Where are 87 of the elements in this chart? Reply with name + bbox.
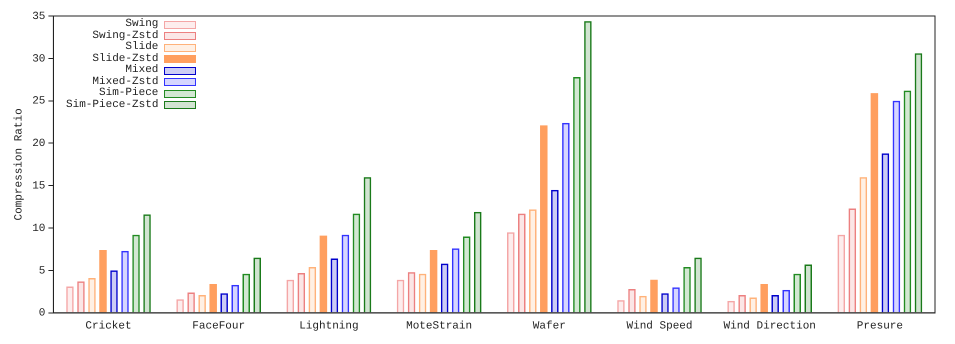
legend-label: Sim-Piece xyxy=(99,87,158,99)
bar xyxy=(121,250,129,312)
x-tick-label: Presure xyxy=(856,320,904,332)
legend-label: Swing xyxy=(125,18,158,30)
bar xyxy=(132,234,140,312)
bar xyxy=(760,284,768,312)
legend-label: Slide-Zstd xyxy=(92,52,158,64)
bar xyxy=(804,264,812,312)
bar xyxy=(860,177,868,312)
bar xyxy=(551,190,559,312)
bar xyxy=(220,293,228,312)
bar xyxy=(110,270,118,312)
bar xyxy=(628,289,636,312)
bar xyxy=(77,281,85,312)
x-tick-label: Wafer xyxy=(532,320,566,332)
bar xyxy=(352,214,360,312)
bar xyxy=(396,280,404,312)
bar xyxy=(914,53,922,312)
bar xyxy=(573,77,581,312)
bar xyxy=(506,232,514,312)
bar xyxy=(650,280,658,312)
bar xyxy=(99,250,107,312)
bar xyxy=(584,21,592,312)
bar xyxy=(738,294,746,312)
bar xyxy=(639,296,647,312)
bar xyxy=(904,90,912,312)
y-tick-label: 30 xyxy=(32,53,46,66)
x-tick-label: Wind Direction xyxy=(723,320,816,332)
bar xyxy=(838,234,846,312)
bar xyxy=(286,280,294,312)
bar xyxy=(187,292,195,312)
legend-label: Swing-Zstd xyxy=(92,30,158,42)
y-tick-label: 35 xyxy=(32,10,46,23)
x-tick-label: Wind Speed xyxy=(626,320,693,332)
x-tick-label: MoteStrain xyxy=(406,320,472,332)
bar xyxy=(672,287,680,312)
legend-label: Sim-Piece-Zstd xyxy=(66,98,158,111)
bar xyxy=(794,274,801,312)
bar xyxy=(694,258,702,312)
bar xyxy=(176,299,184,312)
bar xyxy=(462,236,470,312)
bar xyxy=(330,258,338,312)
y-tick-label: 15 xyxy=(32,180,46,193)
y-tick-label: 20 xyxy=(32,138,46,150)
bar xyxy=(661,293,669,312)
bar xyxy=(882,153,890,312)
bar xyxy=(320,236,328,312)
bar xyxy=(242,274,250,312)
y-tick-label: 25 xyxy=(32,96,46,108)
bar xyxy=(298,272,306,312)
bar xyxy=(342,234,350,312)
y-tick-label: 10 xyxy=(32,222,46,235)
bar xyxy=(440,264,448,312)
bar xyxy=(529,209,537,312)
x-tick-label: FaceFour xyxy=(192,320,246,332)
bar xyxy=(430,250,438,312)
bar xyxy=(418,274,426,312)
legend-label: Mixed xyxy=(125,64,158,76)
x-tick-label: Lightning xyxy=(299,320,359,332)
bar xyxy=(66,286,74,312)
bar xyxy=(308,267,316,312)
bar xyxy=(209,284,217,312)
legend-label: Slide xyxy=(125,41,158,53)
bar xyxy=(474,212,482,312)
bar xyxy=(408,272,416,312)
bar xyxy=(254,258,262,312)
bar xyxy=(364,177,372,312)
y-tick-label: 0 xyxy=(38,308,46,320)
legend-label: Mixed-Zstd xyxy=(92,76,158,88)
bar xyxy=(198,294,206,312)
bar xyxy=(771,294,779,312)
bar xyxy=(848,208,856,312)
bar xyxy=(892,100,900,312)
bar xyxy=(782,290,790,312)
y-tick-label: 5 xyxy=(38,265,46,278)
bar xyxy=(518,214,526,312)
bar xyxy=(870,93,878,312)
bar xyxy=(683,267,691,312)
bar xyxy=(540,125,548,312)
bar xyxy=(749,298,757,312)
bar xyxy=(231,284,239,312)
bar xyxy=(562,122,570,312)
bar xyxy=(452,248,460,312)
bar xyxy=(88,278,96,312)
bar xyxy=(143,214,151,312)
x-tick-label: Cricket xyxy=(85,320,132,332)
y-axis-title: Compression Ratio xyxy=(14,108,26,221)
